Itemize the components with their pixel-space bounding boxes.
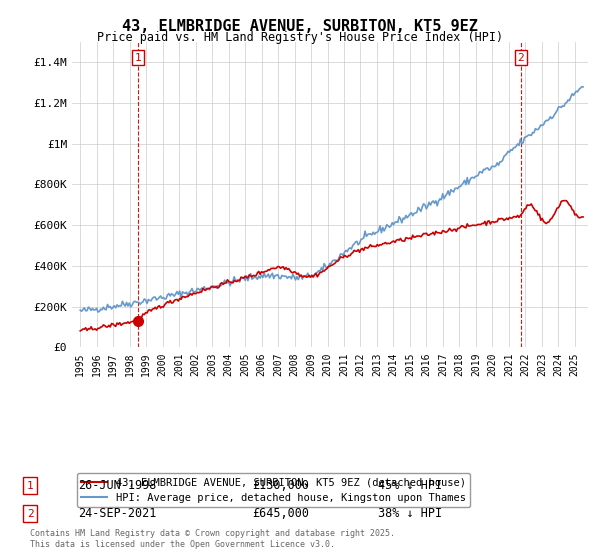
Text: 2: 2 [518,53,524,63]
Text: 24-SEP-2021: 24-SEP-2021 [78,507,157,520]
Text: 38% ↓ HPI: 38% ↓ HPI [378,507,442,520]
Text: 26-JUN-1998: 26-JUN-1998 [78,479,157,492]
Text: Contains HM Land Registry data © Crown copyright and database right 2025.
This d: Contains HM Land Registry data © Crown c… [30,529,395,549]
Text: 2: 2 [26,508,34,519]
Text: £645,000: £645,000 [252,507,309,520]
Text: 45% ↓ HPI: 45% ↓ HPI [378,479,442,492]
Legend: 43, ELMBRIDGE AVENUE, SURBITON, KT5 9EZ (detached house), HPI: Average price, de: 43, ELMBRIDGE AVENUE, SURBITON, KT5 9EZ … [77,473,470,507]
Text: 1: 1 [26,480,34,491]
Text: Price paid vs. HM Land Registry's House Price Index (HPI): Price paid vs. HM Land Registry's House … [97,31,503,44]
Text: £130,000: £130,000 [252,479,309,492]
Text: 1: 1 [134,53,141,63]
Text: 43, ELMBRIDGE AVENUE, SURBITON, KT5 9EZ: 43, ELMBRIDGE AVENUE, SURBITON, KT5 9EZ [122,19,478,34]
